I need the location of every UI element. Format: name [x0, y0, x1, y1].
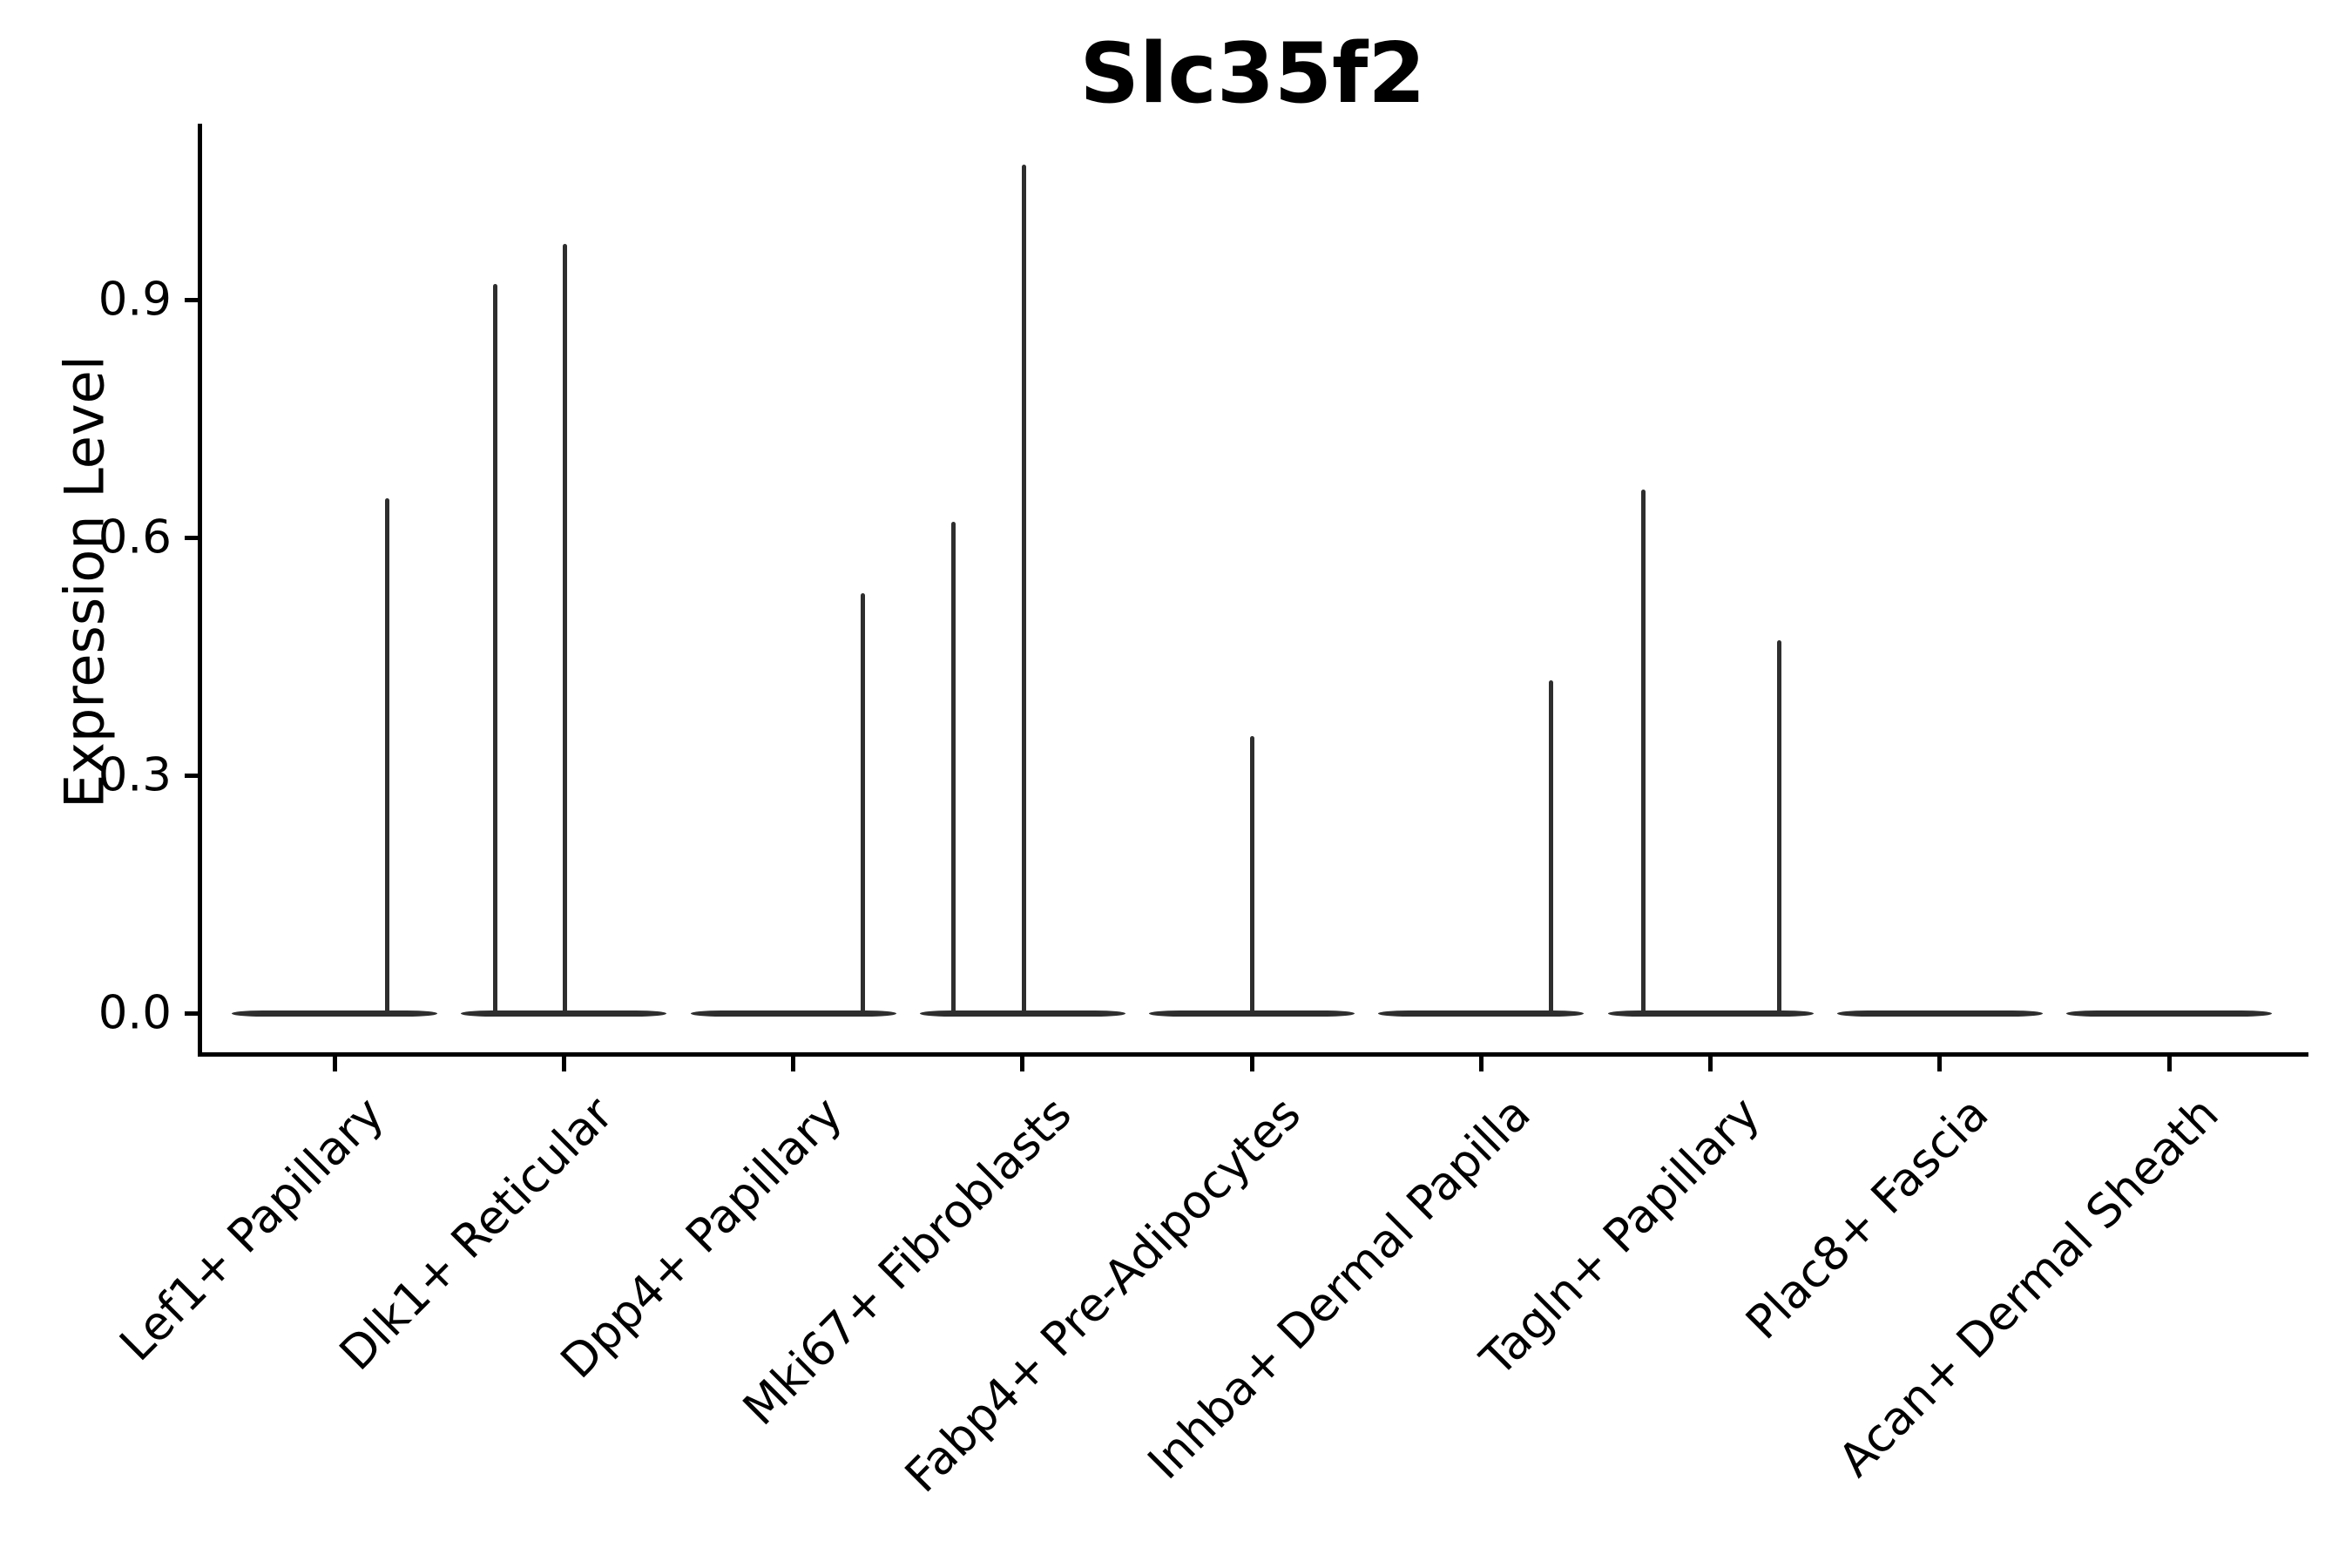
x-tick [1249, 1057, 1254, 1071]
chart-title: Slc35f2 [1079, 26, 1426, 122]
x-tick [332, 1057, 337, 1071]
x-axis-spine [198, 1052, 2308, 1057]
violin-base [690, 1010, 896, 1017]
violin-spike [384, 497, 389, 1016]
x-tick-label: Acan+ Dermal Sheath [1828, 1087, 2229, 1488]
violin-base [1378, 1010, 1585, 1017]
x-tick [1020, 1057, 1025, 1071]
violin-spike [562, 244, 567, 1016]
x-tick [1937, 1057, 1943, 1071]
violin-spike [861, 592, 865, 1016]
x-tick-label: Inhba+ Dermal Papilla [1138, 1087, 1541, 1490]
violin-spike [1022, 165, 1027, 1016]
x-tick [2166, 1057, 2172, 1071]
violin-base [1607, 1010, 1814, 1017]
y-tick [185, 297, 198, 302]
y-axis-spine [198, 124, 202, 1057]
violin-spike [492, 283, 497, 1016]
violin-spike [1641, 490, 1646, 1016]
violin-base [2066, 1010, 2272, 1017]
violin-base [232, 1010, 437, 1017]
y-tick [185, 773, 198, 778]
violin-spike [951, 521, 956, 1016]
x-tick [561, 1057, 566, 1071]
y-tick-label: 0.6 [98, 510, 172, 564]
x-tick [791, 1057, 795, 1071]
x-tick-label: Plac8+ Fascia [1736, 1087, 1999, 1350]
y-tick-label: 0.9 [98, 273, 172, 327]
violin-spike [1777, 640, 1781, 1016]
violin-spike [1548, 679, 1553, 1016]
y-axis-label: Expression Level [52, 355, 117, 808]
violin-base [1836, 1010, 2043, 1017]
y-tick-label: 0.3 [98, 748, 172, 802]
y-tick [185, 535, 198, 540]
violin-spike [1249, 735, 1254, 1016]
x-tick [1708, 1057, 1713, 1071]
y-tick [185, 1010, 198, 1016]
y-tick-label: 0.0 [98, 986, 172, 1040]
x-tick-label: Fabp4+ Pre-Adipocytes [895, 1087, 1312, 1504]
x-tick [1478, 1057, 1484, 1071]
